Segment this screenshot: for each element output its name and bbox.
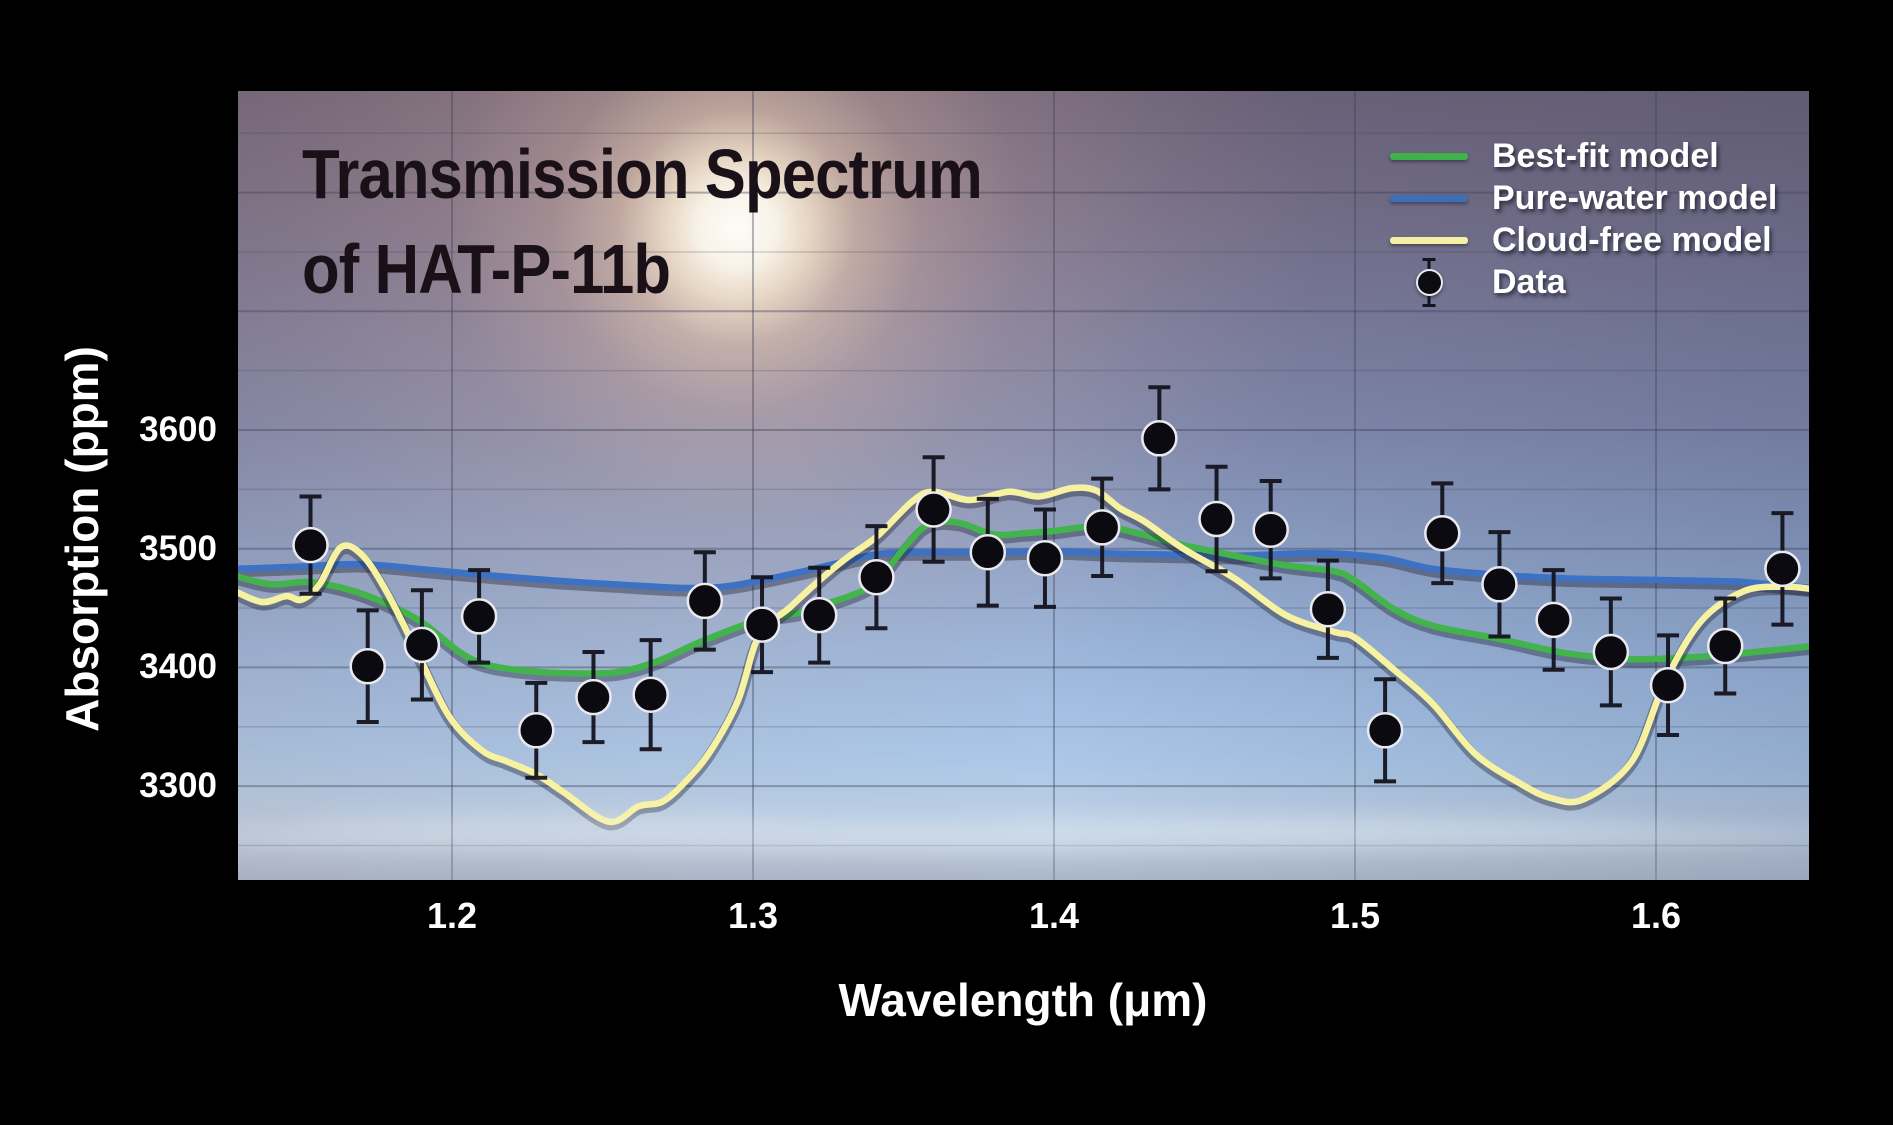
data-point <box>1309 590 1347 628</box>
y-tick-label: 3400 <box>139 647 217 687</box>
x-tick-label: 1.3 <box>727 895 779 936</box>
data-point <box>518 712 555 749</box>
legend-label: Data <box>1492 262 1566 301</box>
data-marker-swatch <box>1390 257 1468 307</box>
data-point <box>743 606 781 643</box>
cloud-band <box>238 824 1809 850</box>
model-curves <box>238 484 1809 831</box>
data-point <box>1535 601 1572 639</box>
curve-pure-water-model <box>238 547 1809 592</box>
x-tick-label: 1.2 <box>426 895 478 936</box>
legend-item-pure-water: Pure-water model <box>1390 177 1777 219</box>
horizon-haze <box>238 846 1809 880</box>
chart-canvas <box>238 91 1809 880</box>
data-point <box>632 676 669 713</box>
data-point <box>1592 633 1630 671</box>
curve-best-fit-model <box>238 518 1809 677</box>
cloud-wisp <box>298 812 818 826</box>
data-point <box>1706 627 1744 665</box>
data-point <box>686 582 724 620</box>
x-tick-label: 1.4 <box>1028 895 1080 936</box>
pure-water-line-swatch <box>1390 194 1468 202</box>
chart-title: Transmission Spectrum of HAT-P-11b <box>302 127 983 317</box>
x-tick-label: 1.6 <box>1630 895 1682 936</box>
data-point <box>800 596 838 634</box>
data-point <box>1366 712 1404 749</box>
best-fit-line-swatch <box>1390 152 1468 160</box>
y-tick-label: 3600 <box>139 410 217 449</box>
chart-title-line2: of HAT-P-11b <box>302 230 671 309</box>
data-point <box>1649 666 1687 704</box>
data-point <box>1764 550 1801 588</box>
legend-label: Best-fit model <box>1492 136 1719 175</box>
legend-item-best-fit: Best-fit model <box>1390 135 1777 177</box>
legend-label: Pure-water model <box>1492 178 1778 217</box>
y-tick-label: 3500 <box>139 528 217 568</box>
x-axis-title: Wavelength (μm) <box>838 974 1208 1026</box>
data-point <box>1083 509 1121 546</box>
legend-item-data: Data <box>1390 257 1777 307</box>
legend: Best-fit model Pure-water model Cloud-fr… <box>1390 135 1777 307</box>
plot-area: Transmission Spectrum of HAT-P-11b Best-… <box>238 91 1809 880</box>
data-points <box>292 420 1801 749</box>
data-point <box>460 598 498 635</box>
data-point <box>575 678 612 716</box>
data-point <box>858 558 895 596</box>
chart-title-line1: Transmission Spectrum <box>302 135 983 213</box>
cloud-wisp <box>998 814 1678 830</box>
curve-cloud-free-model <box>238 484 1809 826</box>
data-point-icon <box>1415 257 1443 307</box>
data-point <box>292 526 329 564</box>
legend-label: Cloud-free model <box>1492 220 1772 259</box>
data-point <box>1026 539 1064 577</box>
data-point <box>1198 500 1235 538</box>
legend-item-cloud-free: Cloud-free model <box>1390 219 1777 261</box>
data-point <box>969 534 1007 571</box>
data-point <box>1424 515 1461 552</box>
data-point <box>1141 420 1178 457</box>
y-tick-label: 3300 <box>139 766 217 806</box>
cloud-free-line-swatch <box>1390 236 1468 244</box>
data-point <box>915 491 952 528</box>
data-point <box>1252 511 1289 548</box>
data-point <box>349 647 386 685</box>
x-tick-label: 1.5 <box>1329 895 1381 936</box>
data-point <box>403 626 441 664</box>
data-point <box>1481 566 1518 603</box>
